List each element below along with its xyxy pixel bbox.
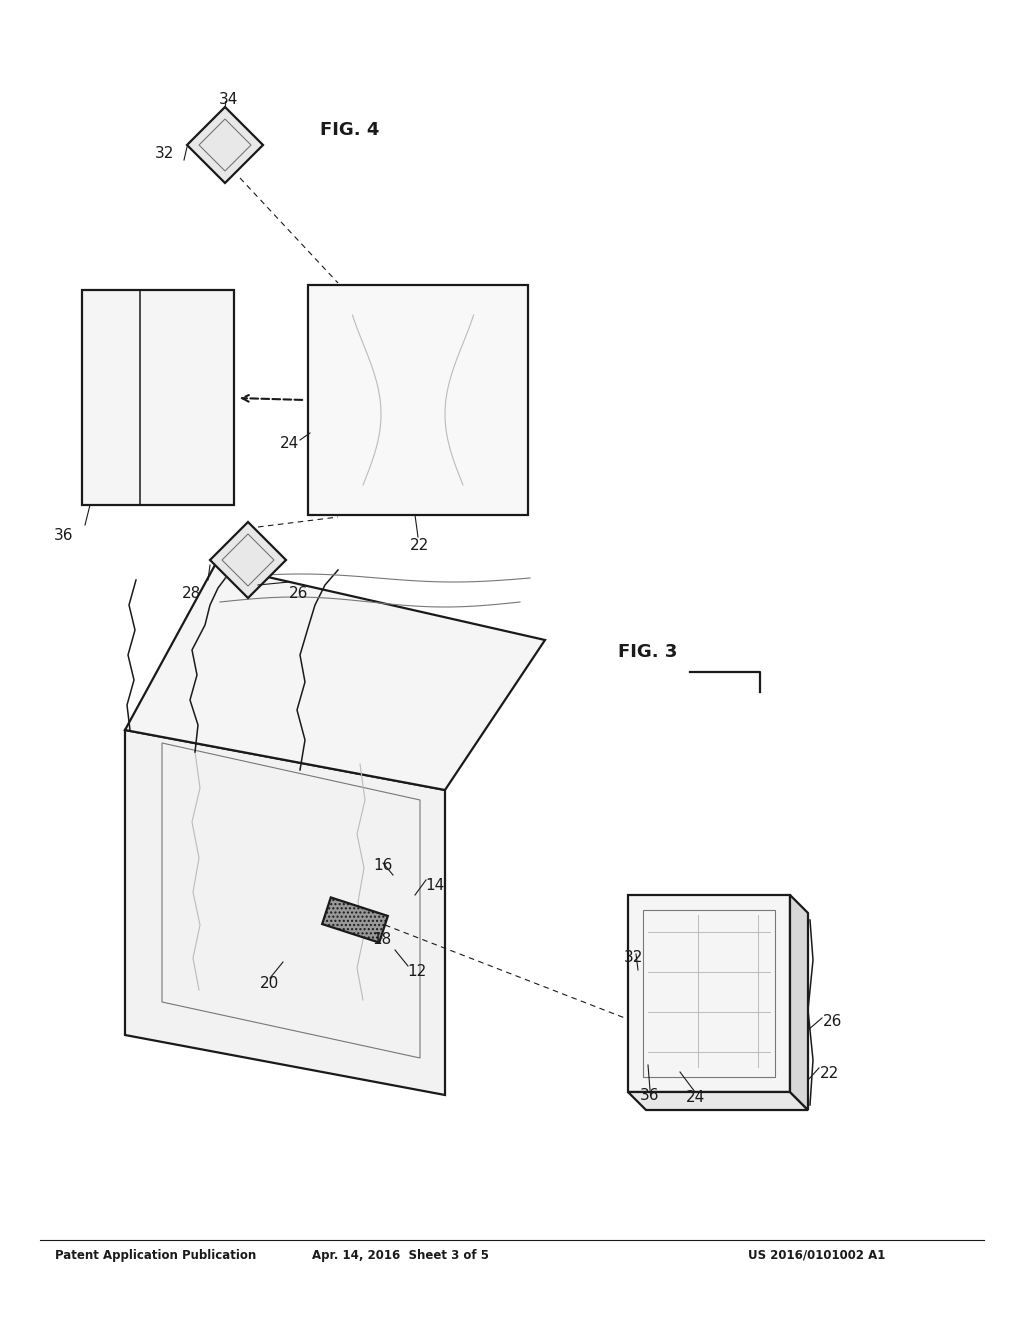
Polygon shape [82,290,234,506]
Polygon shape [125,565,545,789]
Polygon shape [210,521,286,598]
Polygon shape [323,898,388,942]
Text: US 2016/0101002 A1: US 2016/0101002 A1 [748,1249,886,1262]
Text: 26: 26 [289,586,308,601]
Text: 34: 34 [219,91,239,107]
Polygon shape [125,730,445,1096]
Text: Apr. 14, 2016  Sheet 3 of 5: Apr. 14, 2016 Sheet 3 of 5 [311,1249,488,1262]
Polygon shape [628,1092,808,1110]
Text: 28: 28 [182,586,202,601]
Text: 26: 26 [823,1015,843,1030]
Text: FIG. 3: FIG. 3 [618,643,677,661]
Text: 22: 22 [410,537,429,553]
Text: 14: 14 [425,878,444,892]
Text: 16: 16 [373,858,392,873]
Text: 22: 22 [820,1065,840,1081]
Text: 32: 32 [624,950,643,965]
Text: 12: 12 [407,965,426,979]
Polygon shape [790,895,808,1110]
Text: FIG. 4: FIG. 4 [319,121,379,139]
Text: 20: 20 [260,975,280,990]
Text: 24: 24 [686,1090,706,1106]
Text: 24: 24 [280,436,299,450]
Polygon shape [187,107,263,183]
Text: Patent Application Publication: Patent Application Publication [55,1249,256,1262]
Text: 18: 18 [372,932,391,948]
Text: 36: 36 [640,1088,659,1102]
Polygon shape [628,895,790,1092]
Polygon shape [308,285,528,515]
Text: 32: 32 [155,145,174,161]
Text: 36: 36 [54,528,74,543]
